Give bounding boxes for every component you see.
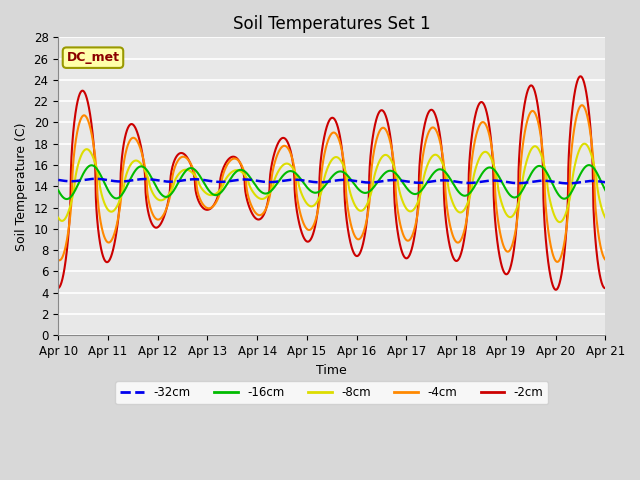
- Text: DC_met: DC_met: [67, 51, 120, 64]
- Y-axis label: Soil Temperature (C): Soil Temperature (C): [15, 122, 28, 251]
- Legend: -32cm, -16cm, -8cm, -4cm, -2cm: -32cm, -16cm, -8cm, -4cm, -2cm: [115, 382, 548, 404]
- Title: Soil Temperatures Set 1: Soil Temperatures Set 1: [233, 15, 431, 33]
- X-axis label: Time: Time: [316, 363, 348, 377]
